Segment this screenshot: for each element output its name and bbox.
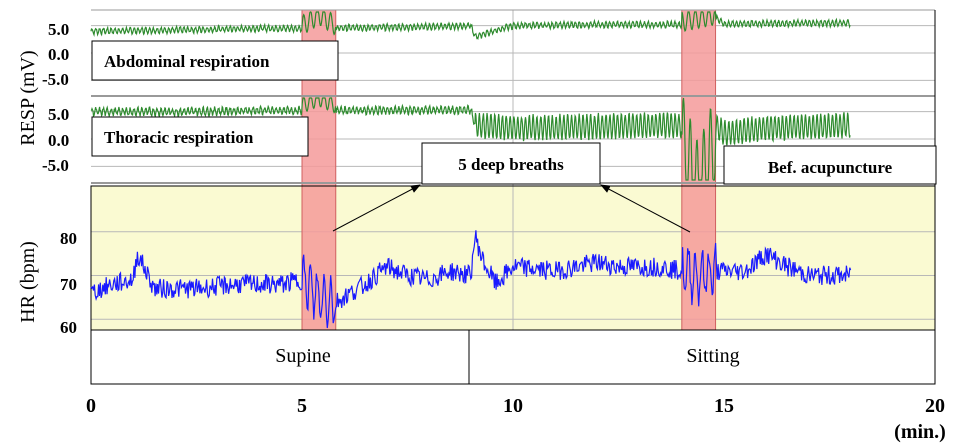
thor-ytick-label: 0.0 (48, 131, 69, 150)
bef-acupuncture-label: Bef. acupuncture (768, 158, 893, 177)
x-tick-label: 20 (925, 395, 945, 417)
heart-rate-trace (90, 230, 852, 329)
abdominal-label-box (91, 40, 339, 81)
abd-ytick-label: -5.0 (42, 70, 69, 89)
abd-ytick-label: 5.0 (48, 20, 69, 39)
thoracic-label-box (91, 116, 309, 157)
bef-acupuncture-label-box (723, 145, 937, 185)
thoracic-respiration-trace (90, 97, 851, 181)
thor-ytick-label: 5.0 (48, 105, 69, 124)
abdominal-label: Abdominal respiration (104, 52, 270, 71)
resp-y-axis-label: RESP (mV) (17, 50, 39, 145)
arrow-to-second-deep-breaths (600, 184, 691, 233)
thor-ytick-label: -5.0 (42, 156, 69, 175)
x-axis-ticks: 0 5 10 15 20 (86, 395, 945, 417)
abdominal-respiration-trace (90, 11, 851, 41)
hr-ytick-label: 60 (60, 318, 77, 337)
x-tick-label: 5 (297, 395, 307, 417)
x-tick-label: 10 (503, 395, 523, 417)
posture-sitting: Sitting (686, 345, 739, 367)
x-tick-label: 0 (86, 395, 96, 417)
deep-breaths-label-box (421, 142, 601, 185)
posture-band (90, 329, 936, 385)
x-tick-label: 15 (714, 395, 734, 417)
abd-ytick-label: 0.0 (48, 45, 69, 64)
deep-breaths-label: 5 deep breaths (458, 155, 564, 174)
arrow-to-first-deep-breaths (332, 184, 421, 232)
posture-supine: Supine (275, 345, 331, 367)
hr-ytick-label: 70 (60, 275, 77, 294)
hr-y-axis-label: HR (bpm) (17, 241, 39, 323)
thoracic-label: Thoracic respiration (104, 128, 254, 147)
x-axis-unit: (min.) (894, 421, 946, 443)
hr-ytick-label: 80 (60, 229, 77, 248)
